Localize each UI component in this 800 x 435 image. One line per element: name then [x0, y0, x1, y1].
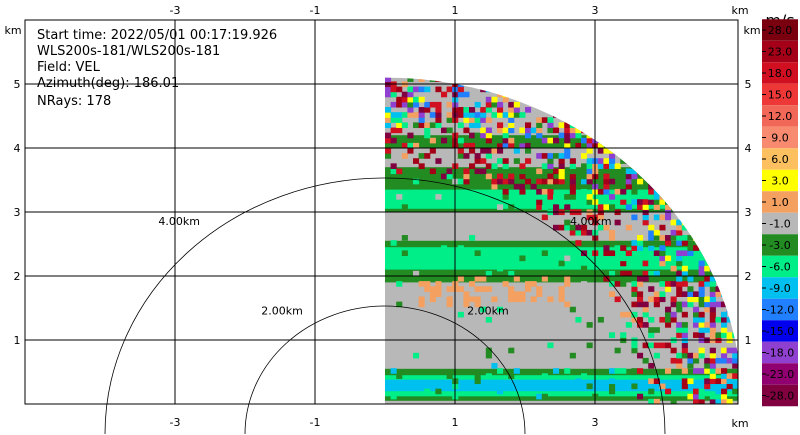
x-unit-top: km: [731, 4, 748, 17]
x-tick-label-top: -1: [310, 4, 321, 17]
tick-labels: -3 -3 -1 -1 1 1 3 3 1 1 2 2 3 3 4 4 5 5: [14, 4, 752, 429]
colorbar-swatch: [762, 363, 798, 385]
colorbar-label: -3.0: [769, 239, 790, 252]
colorbar: 28.0 23.0 18.0 15.0 12.0 9.0 6.0 3.0 1.0 -1.0 -3.0…: [762, 19, 798, 407]
colorbar-label: 18.0: [768, 67, 793, 80]
y-tick-label-left: 3: [14, 206, 21, 219]
x-tick-label-bottom: -1: [310, 416, 321, 429]
info-nrays: NRays: 178: [37, 94, 111, 109]
y-tick-label-left: 4: [14, 142, 21, 155]
colorbar-swatch: [762, 169, 798, 192]
x-tick-label-bottom: 1: [452, 416, 459, 429]
colorbar-swatch: [762, 277, 798, 299]
colorbar-label: 1.0: [771, 196, 789, 209]
info-azimuth: Azimuth(deg): 186.01: [37, 76, 179, 91]
colorbar-label: -12.0: [766, 304, 794, 317]
colorbar-swatch: [762, 298, 798, 321]
colorbar-swatch: [762, 148, 798, 170]
colorbar-swatch: [762, 19, 798, 41]
colorbar-swatch: [762, 212, 798, 235]
y-tick-label-left: 1: [14, 334, 21, 347]
range-rings: 2.00km 2.00km 4.00km 4.00km: [104, 177, 666, 435]
range-ring-label: 4.00km: [158, 215, 200, 228]
radar-data-layer: [385, 77, 738, 404]
colorbar-label: 6.0: [771, 153, 789, 166]
colorbar-label: -15.0: [766, 325, 794, 338]
info-field: Field: VEL: [37, 60, 101, 75]
colorbar-swatch: [762, 105, 798, 127]
range-ring-label: 2.00km: [261, 304, 303, 317]
x-tick-label-bottom: -3: [170, 416, 181, 429]
colorbar-swatch: [762, 62, 798, 84]
x-tick-label-top: -3: [170, 4, 181, 17]
colorbar-swatch: [762, 234, 798, 256]
info-site: WLS200s-181/WLS200s-181: [37, 44, 220, 59]
info-start-time: Start time: 2022/05/01 00:17:19.926: [37, 28, 277, 43]
y-unit-right: km: [743, 24, 760, 37]
colorbar-label: -6.0: [769, 261, 790, 274]
colorbar-swatch: [762, 83, 798, 106]
colorbar-label: -9.0: [769, 282, 790, 295]
colorbar-label: -28.0: [766, 390, 794, 403]
y-tick-label-left: 5: [14, 78, 21, 91]
y-tick-label-right: 2: [745, 270, 752, 283]
colorbar-label: 15.0: [768, 89, 793, 102]
x-tick-label-top: 1: [452, 4, 459, 17]
colorbar-label: 12.0: [768, 110, 793, 123]
x-tick-label-bottom: 3: [592, 416, 599, 429]
y-tick-label-right: 1: [745, 334, 752, 347]
grid-lines: [25, 20, 738, 404]
colorbar-label: -23.0: [766, 368, 794, 381]
colorbar-swatch: [762, 40, 798, 63]
colorbar-swatch: [762, 255, 798, 278]
colorbar-swatch: [762, 191, 798, 213]
y-unit-left: km: [4, 24, 21, 37]
colorbar-swatch: [762, 126, 798, 149]
y-tick-label-left: 2: [14, 270, 21, 283]
colorbar-swatch: [762, 320, 798, 342]
colorbar-swatch: [762, 384, 798, 407]
range-ring-1: [104, 177, 666, 435]
plot-frame: [24, 19, 739, 405]
info-box: Start time: 2022/05/01 00:17:19.926 WLS2…: [37, 28, 277, 109]
colorbar-label: 28.0: [768, 24, 793, 37]
range-ring-label: 2.00km: [467, 304, 509, 317]
colorbar-swatch: [762, 341, 798, 364]
colorbar-label: 23.0: [768, 46, 793, 59]
y-tick-label-right: 4: [745, 142, 752, 155]
colorbar-label: -18.0: [766, 347, 794, 360]
y-tick-label-right: 5: [745, 78, 752, 91]
colorbar-label: 9.0: [771, 132, 789, 145]
colorbar-label: 3.0: [771, 175, 789, 188]
x-unit-bottom: km: [731, 417, 748, 430]
range-ring-0: [244, 305, 526, 435]
x-tick-label-top: 3: [592, 4, 599, 17]
y-tick-label-right: 3: [745, 206, 752, 219]
range-ring-label: 4.00km: [570, 215, 612, 228]
colorbar-label: -1.0: [769, 218, 790, 231]
